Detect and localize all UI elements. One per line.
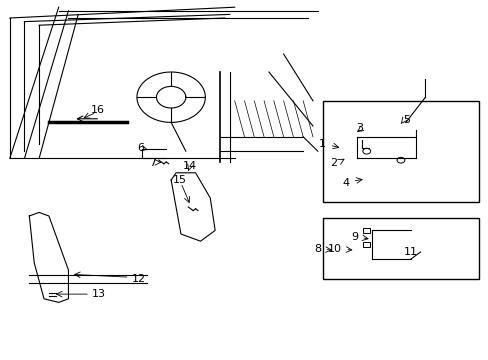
Text: 1: 1 [319,139,325,149]
Text: 15: 15 [173,175,186,185]
Bar [322,101,478,202]
Text: 3: 3 [356,123,363,133]
Text: 4: 4 [342,177,349,188]
Text: 5: 5 [402,114,409,125]
Text: 12: 12 [132,274,146,284]
Text: 14: 14 [183,161,196,171]
Text: 13: 13 [92,289,106,300]
Text: 10: 10 [327,244,342,254]
Text: 16: 16 [91,105,104,115]
Text: 11: 11 [403,247,417,257]
Text: 2: 2 [329,158,337,168]
Bar [363,228,369,233]
Text: 6: 6 [137,143,144,153]
Bar [363,242,369,247]
Text: 9: 9 [350,232,358,242]
Text: 8: 8 [313,244,321,254]
Bar [322,218,478,279]
Text: 7: 7 [149,158,156,168]
